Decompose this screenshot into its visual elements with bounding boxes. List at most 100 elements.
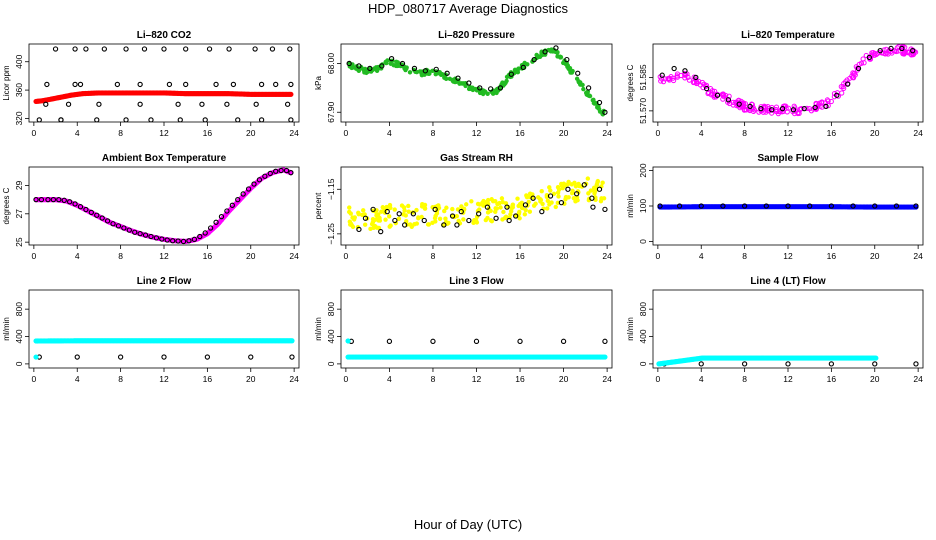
- data-point: [515, 70, 521, 75]
- x-tick-label: 4: [699, 128, 704, 138]
- x-tick-label: 16: [515, 128, 525, 138]
- y-tick-label: 320: [14, 111, 24, 125]
- x-tick-label: 4: [387, 251, 392, 261]
- panel-sample-flow: Sample Flow ml/min 0 4 8 12 16 20 24 0 100 200: [626, 153, 924, 261]
- data-point: [490, 199, 496, 204]
- data-point: [504, 204, 510, 210]
- data-point: [834, 92, 840, 98]
- data-point: [589, 195, 595, 201]
- panel-title: Gas Stream RH: [440, 153, 513, 164]
- data-point: [96, 101, 102, 107]
- x-tick-label: 8: [431, 128, 436, 138]
- data-point: [828, 361, 835, 367]
- data-point: [170, 238, 176, 244]
- x-tick-label: 20: [559, 374, 569, 384]
- data-point: [520, 64, 526, 71]
- data-point: [94, 212, 100, 218]
- y-axis-label: ml/min: [314, 317, 323, 341]
- data-point: [464, 202, 469, 207]
- data-point: [396, 216, 402, 221]
- data-point: [99, 215, 105, 221]
- data-point: [819, 99, 825, 105]
- data-point: [161, 46, 167, 52]
- data-point: [488, 86, 494, 92]
- data-point: [506, 217, 512, 224]
- x-tick-label: 24: [913, 251, 923, 261]
- data-point: [449, 213, 456, 219]
- data-point: [368, 226, 373, 232]
- data-point: [396, 211, 402, 217]
- data-point: [435, 71, 440, 76]
- data-point: [252, 46, 258, 52]
- data-point: [548, 49, 554, 54]
- data-point: [560, 338, 567, 344]
- panel-pressure: Li–820 Pressure kPa 0 4 8 12 16 20 24 67.90 68.00: [314, 30, 613, 138]
- plot-area: [657, 44, 919, 117]
- data-point: [769, 110, 775, 116]
- data-point: [207, 225, 214, 231]
- data-point: [153, 235, 160, 241]
- data-point: [910, 48, 916, 54]
- data-point: [450, 78, 456, 83]
- data-point: [742, 106, 748, 113]
- y-tick-label: 200: [638, 163, 648, 177]
- data-point: [508, 71, 514, 77]
- x-tick-label: 0: [31, 251, 36, 261]
- panel-line4: Line 4 (LT) Flow ml/min 0 4 8 12 16 20 24 0 400 800: [626, 276, 924, 384]
- data-point: [414, 207, 419, 213]
- y-tick-label: 400: [638, 329, 648, 343]
- y-tick-label: 25: [14, 237, 24, 247]
- data-point: [430, 220, 435, 226]
- x-tick-label: 0: [655, 374, 660, 384]
- data-point: [373, 209, 378, 214]
- data-point: [288, 91, 294, 97]
- data-point: [229, 202, 235, 208]
- panel-title: Line 2 Flow: [137, 276, 192, 287]
- data-point: [812, 104, 818, 111]
- y-tick-label: 29: [14, 180, 24, 190]
- panel-line2: Line 2 Flow ml/min 0 4 8 12 16 20 24 0 400 800: [2, 276, 300, 384]
- x-tick-label: 12: [783, 128, 793, 138]
- data-point: [570, 188, 575, 194]
- data-point: [399, 60, 406, 67]
- x-tick-label: 24: [602, 374, 612, 384]
- data-point: [539, 208, 545, 215]
- x-tick-label: 12: [472, 251, 482, 261]
- data-point: [769, 104, 775, 111]
- data-point: [779, 105, 786, 112]
- data-point: [602, 338, 608, 344]
- x-tick-label: 20: [559, 128, 569, 138]
- data-point: [473, 218, 479, 223]
- data-point: [674, 71, 681, 77]
- data-point: [499, 196, 505, 201]
- data-point: [258, 81, 265, 88]
- data-point: [148, 117, 154, 122]
- x-axis-title: Hour of Day (UTC): [413, 517, 523, 532]
- data-point: [565, 186, 571, 192]
- data-point: [785, 203, 791, 209]
- data-point: [545, 198, 550, 204]
- x-tick-label: 20: [559, 251, 569, 261]
- plot-area: [347, 176, 608, 235]
- plot-area: [33, 167, 294, 245]
- data-point: [379, 63, 385, 69]
- data-point: [110, 221, 116, 227]
- y-tick-label: 800: [638, 302, 648, 316]
- y-axis-label: ml/min: [626, 194, 635, 218]
- data-point: [411, 65, 418, 72]
- data-point: [379, 209, 384, 214]
- data-point: [43, 101, 49, 107]
- data-point: [808, 108, 815, 114]
- data-point: [83, 46, 89, 52]
- data-point: [137, 101, 143, 107]
- x-tick-label: 16: [827, 128, 837, 138]
- data-point: [402, 222, 408, 228]
- data-point: [226, 46, 232, 52]
- y-axis-label: Licor ppm: [2, 65, 11, 100]
- data-point: [587, 93, 593, 99]
- data-point: [693, 80, 700, 87]
- panel-co2: Li–820 CO2 Licor ppm 0 4 8 12 16 20 24 320 360 400: [2, 30, 300, 138]
- data-point: [289, 338, 295, 344]
- data-point: [245, 186, 252, 192]
